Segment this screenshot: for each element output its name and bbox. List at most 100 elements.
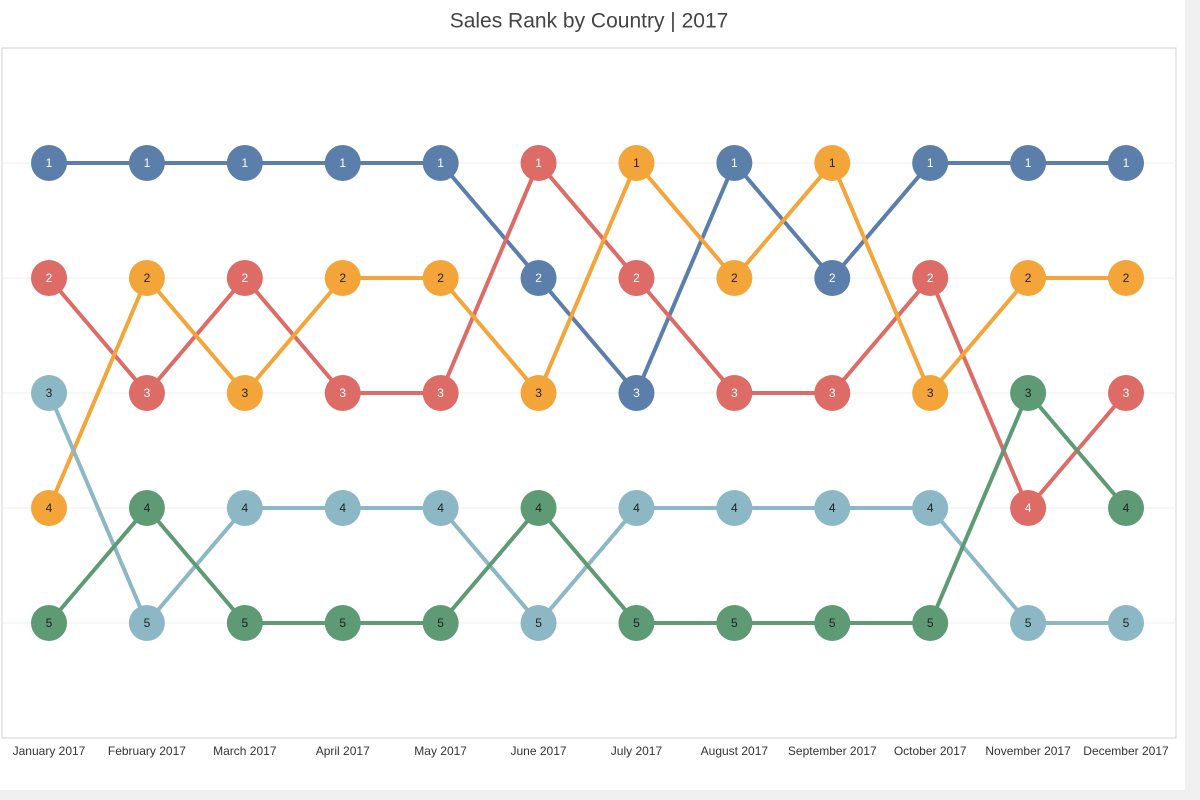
rank-label: 3	[144, 386, 151, 400]
rank-label: 1	[339, 156, 346, 170]
rank-dot	[324, 605, 361, 641]
rank-dot	[814, 490, 851, 526]
rank-label: 4	[241, 501, 248, 515]
rank-dot	[912, 490, 949, 526]
rank-dot	[226, 260, 263, 296]
rank-dot	[1108, 145, 1144, 181]
rank-dot	[31, 605, 67, 641]
rank-label: 1	[731, 156, 738, 170]
rank-dot	[814, 145, 851, 181]
rank-label: 2	[731, 271, 738, 285]
rank-dot	[1010, 375, 1047, 411]
rank-label: 5	[339, 616, 346, 630]
rank-dot	[618, 605, 655, 641]
rank-label: 2	[46, 271, 53, 285]
rank-label: 4	[339, 501, 346, 515]
rank-dot	[1108, 605, 1144, 641]
rank-line	[47, 159, 1126, 509]
rank-label: 5	[633, 616, 640, 630]
rank-label: 1	[437, 156, 444, 170]
rank-dot	[520, 260, 557, 296]
rank-label: 3	[633, 386, 640, 400]
rank-dot	[618, 375, 655, 411]
rank-dot	[31, 260, 67, 296]
x-tick-label: December 2017	[1083, 744, 1169, 758]
rank-dot	[814, 260, 851, 296]
rank-line	[47, 389, 1128, 625]
rank-dot	[912, 260, 949, 296]
rank-label: 2	[1025, 271, 1032, 285]
chart: Sales Rank by Country | 2017 1 1 1 1 1 2 3 1 2 1 1…	[0, 0, 1185, 790]
rank-label: 3	[535, 386, 542, 400]
rank-dot	[716, 260, 753, 296]
rank-label: 5	[927, 616, 934, 630]
rank-label: 2	[339, 271, 346, 285]
rank-dot	[422, 145, 459, 181]
rank-dot	[226, 145, 263, 181]
rank-dot	[1108, 260, 1144, 296]
rank-label: 2	[437, 271, 444, 285]
x-tick-label: September 2017	[788, 744, 877, 758]
rank-dot	[1010, 605, 1047, 641]
rank-dot	[31, 145, 67, 181]
rank-label: 3	[829, 386, 836, 400]
rank-dot	[226, 490, 263, 526]
x-tick-label: March 2017	[213, 744, 277, 758]
rank-dot	[814, 375, 851, 411]
rank-label: 5	[46, 616, 53, 630]
x-tick-label: November 2017	[985, 744, 1071, 758]
rank-line	[47, 159, 1128, 512]
rank-dot	[618, 260, 655, 296]
rank-label: 3	[437, 386, 444, 400]
rank-dot	[324, 490, 361, 526]
rank-label: 2	[829, 271, 836, 285]
rank-dot	[520, 375, 557, 411]
rank-label: 1	[241, 156, 248, 170]
x-tick-label: February 2017	[108, 744, 186, 758]
rank-label: 4	[633, 501, 640, 515]
rank-label: 5	[535, 616, 542, 630]
rank-label: 2	[241, 271, 248, 285]
rank-label: 1	[535, 156, 542, 170]
rank-label: 5	[1123, 616, 1130, 630]
rank-dot	[1108, 490, 1144, 526]
rank-label: 2	[1123, 271, 1130, 285]
rank-label: 3	[927, 386, 934, 400]
rank-label: 4	[144, 501, 151, 515]
rank-dot	[422, 375, 459, 411]
rank-dot	[912, 605, 949, 641]
rank-dot	[128, 490, 165, 526]
rank-label: 3	[1123, 386, 1130, 400]
rank-label: 5	[829, 616, 836, 630]
rank-label: 1	[46, 156, 53, 170]
rank-label: 2	[535, 271, 542, 285]
rank-label: 5	[144, 616, 151, 630]
rank-label: 3	[46, 386, 53, 400]
rank-label: 1	[633, 156, 640, 170]
rank-label: 4	[1025, 501, 1032, 515]
rank-label: 1	[927, 156, 934, 170]
rank-dot	[31, 375, 67, 411]
rank-dot	[422, 605, 459, 641]
rank-dot	[716, 145, 753, 181]
rank-label: 4	[1123, 501, 1130, 515]
rank-dot	[618, 490, 655, 526]
rank-dot	[1108, 375, 1144, 411]
rank-label: 4	[46, 501, 53, 515]
rank-dot	[912, 375, 949, 411]
rank-dot	[128, 260, 165, 296]
rank-dot	[128, 605, 165, 641]
rank-label: 4	[535, 501, 542, 515]
x-tick-label: April 2017	[316, 744, 370, 758]
x-tick-label: July 2017	[611, 744, 663, 758]
rank-label: 3	[241, 386, 248, 400]
rank-label: 4	[829, 501, 836, 515]
rank-dot	[1010, 260, 1047, 296]
rank-dot	[1010, 145, 1047, 181]
rank-label: 1	[1025, 156, 1032, 170]
x-tick-label: May 2017	[414, 744, 467, 758]
rank-dot	[520, 145, 557, 181]
rank-dot	[128, 375, 165, 411]
rank-label: 3	[339, 386, 346, 400]
